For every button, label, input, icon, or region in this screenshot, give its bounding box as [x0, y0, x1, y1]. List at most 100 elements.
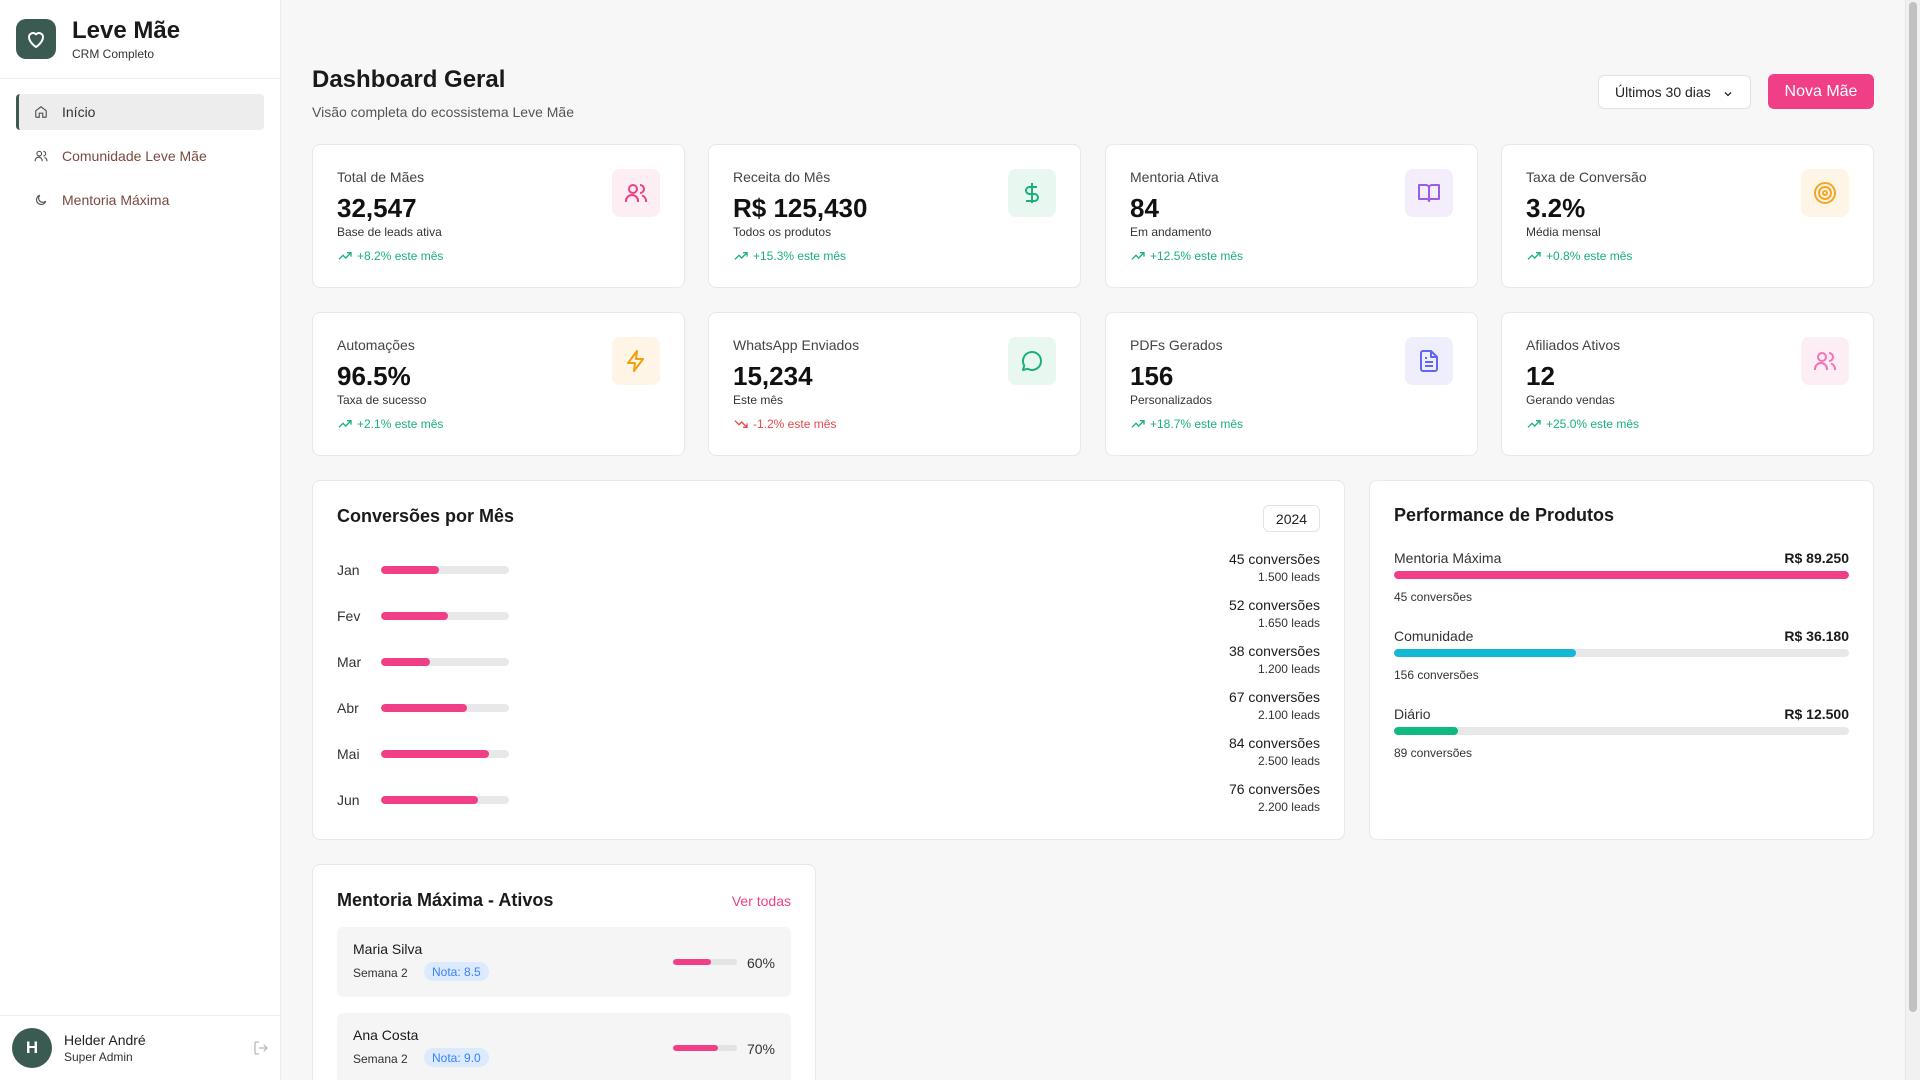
leads-count: 1.200 leads — [1257, 662, 1320, 676]
stat-trend: +15.3% este mês — [733, 248, 846, 264]
product-conversions: 45 conversões — [1394, 590, 1473, 604]
product-revenue: R$ 36.180 — [1784, 628, 1849, 644]
grade-badge: Nota: 8.5 — [424, 962, 489, 981]
conversion-bar-track — [381, 796, 509, 804]
product-name: Diário — [1394, 706, 1431, 722]
sidebar-item-inicio[interactable]: Início — [16, 94, 264, 130]
stat-card-mentoria[interactable]: Mentoria Ativa 84 Em andamento +12.5% es… — [1105, 144, 1478, 288]
stat-trend: +12.5% este mês — [1130, 248, 1243, 264]
trending-up-icon — [338, 252, 352, 260]
conversion-count: 76 conversões — [1228, 781, 1320, 797]
conversion-bar — [381, 658, 430, 666]
home-icon — [35, 106, 47, 118]
stat-desc: Personalizados — [1130, 393, 1213, 407]
stat-card-afiliados[interactable]: Afiliados Ativos 12 Gerando vendas +25.0… — [1501, 312, 1874, 456]
stat-label: Total de Mães — [337, 169, 425, 185]
sidebar-item-comunidade[interactable]: Comunidade Leve Mãe — [16, 138, 264, 174]
stat-trend: +2.1% este mês — [337, 416, 443, 432]
year-badge[interactable]: 2024 — [1263, 505, 1320, 532]
product-bar-track — [1394, 649, 1849, 657]
leads-count: 1.650 leads — [1257, 616, 1320, 630]
stat-card-pdfs[interactable]: PDFs Gerados 156 Personalizados +18.7% e… — [1105, 312, 1478, 456]
stat-label: Mentoria Ativa — [1130, 169, 1219, 185]
conversion-bar — [381, 796, 479, 804]
mentee-progress-label: 70% — [746, 1041, 775, 1057]
stat-label: WhatsApp Enviados — [733, 337, 860, 353]
conversion-count: 45 conversões — [1228, 551, 1320, 567]
trending-up-icon — [1527, 252, 1541, 260]
stat-desc: Média mensal — [1526, 225, 1601, 239]
mentee-week: Semana 2 — [353, 966, 408, 980]
users-icon — [1801, 337, 1849, 385]
conversion-bar-track — [381, 704, 509, 712]
stat-value: 156 — [1130, 361, 1174, 391]
mentee-progress-track — [673, 959, 737, 965]
product-bar — [1394, 649, 1576, 657]
users-icon — [34, 150, 48, 162]
conversion-bar-track — [381, 750, 509, 758]
page-scrollbar[interactable] — [1905, 0, 1920, 1080]
avatar[interactable]: H — [12, 1028, 52, 1068]
product-name: Mentoria Máxima — [1394, 550, 1502, 566]
stat-label: PDFs Gerados — [1130, 337, 1223, 353]
conversions-card: Conversões por Mês 2024 Jan 45 conversões… — [312, 480, 1345, 840]
product-name: Comunidade — [1394, 628, 1474, 644]
users-icon — [612, 169, 660, 217]
stat-card-whatsapp[interactable]: WhatsApp Enviados 15,234 Este mês -1.2% … — [708, 312, 1081, 456]
stat-value: 32,547 — [337, 193, 417, 223]
stat-desc: Em andamento — [1130, 225, 1212, 239]
conversion-count: 38 conversões — [1228, 643, 1320, 659]
sidebar-item-label: Mentoria Máxima — [62, 192, 170, 208]
bolt-icon — [612, 337, 660, 385]
message-icon — [1008, 337, 1056, 385]
stat-trend: -1.2% este mês — [733, 416, 836, 432]
target-icon — [1801, 169, 1849, 217]
product-revenue: R$ 89.250 — [1784, 550, 1849, 566]
sidebar-item-mentoria[interactable]: Mentoria Máxima — [16, 182, 264, 218]
period-select[interactable]: Últimos 30 dias — [1598, 75, 1751, 109]
product-row: Diário R$ 12.500 89 conversões — [1394, 706, 1849, 766]
scrollbar-thumb[interactable] — [1909, 2, 1917, 1012]
conversion-count: 52 conversões — [1228, 597, 1320, 613]
leads-count: 1.500 leads — [1257, 570, 1320, 584]
conversion-bar-track — [381, 612, 509, 620]
sidebar-item-label: Comunidade Leve Mãe — [62, 148, 207, 164]
month-label: Mar — [337, 654, 362, 670]
stat-desc: Base de leads ativa — [337, 225, 442, 239]
sidebar-item-label: Início — [62, 104, 96, 120]
product-revenue: R$ 12.500 — [1784, 706, 1849, 722]
month-label: Jun — [337, 792, 360, 808]
mentee-progress-label: 60% — [746, 955, 775, 971]
month-label: Fev — [337, 608, 361, 624]
product-row: Comunidade R$ 36.180 156 conversões — [1394, 628, 1849, 688]
new-mother-button[interactable]: Nova Mãe — [1768, 74, 1874, 109]
conversion-count: 67 conversões — [1228, 689, 1320, 705]
products-card: Performance de Produtos Mentoria Máxima R… — [1369, 480, 1874, 840]
product-bar — [1394, 727, 1458, 735]
sidebar: Leve Mãe CRM Completo Início Comunidade … — [0, 0, 281, 1080]
stat-label: Automações — [337, 337, 415, 353]
mentee-item[interactable]: Maria Silva Semana 2 Nota: 8.5 60% — [337, 927, 791, 997]
product-conversions: 156 conversões — [1394, 668, 1479, 682]
conversion-bar-track — [381, 658, 509, 666]
trending-up-icon — [338, 420, 352, 428]
page-title: Dashboard Geral — [312, 66, 506, 93]
brand-header: Leve Mãe CRM Completo — [0, 0, 280, 79]
book-icon — [1405, 169, 1453, 217]
trending-up-icon — [1131, 252, 1145, 260]
mentee-item[interactable]: Ana Costa Semana 2 Nota: 9.0 70% — [337, 1013, 791, 1080]
stat-card-taxa-conversao[interactable]: Taxa de Conversão 3.2% Média mensal +0.8… — [1501, 144, 1874, 288]
stat-card-automacoes[interactable]: Automações 96.5% Taxa de sucesso +2.1% e… — [312, 312, 685, 456]
heart-icon[interactable] — [16, 19, 56, 59]
stat-trend: +8.2% este mês — [337, 248, 443, 264]
logout-icon[interactable] — [253, 1040, 269, 1056]
stat-desc: Todos os produtos — [733, 225, 832, 239]
conversion-row: Abr 67 conversões 2.100 leads — [337, 687, 1320, 727]
mentee-progress-bar — [673, 959, 712, 965]
stat-card-total-maes[interactable]: Total de Mães 32,547 Base de leads ativa… — [312, 144, 685, 288]
see-all-link[interactable]: Ver todas — [731, 893, 791, 909]
stat-card-receita[interactable]: Receita do Mês R$ 125,430 Todos os produ… — [708, 144, 1081, 288]
products-title: Performance de Produtos — [1394, 505, 1615, 525]
conversion-bar — [381, 566, 439, 574]
month-label: Jan — [337, 562, 360, 578]
